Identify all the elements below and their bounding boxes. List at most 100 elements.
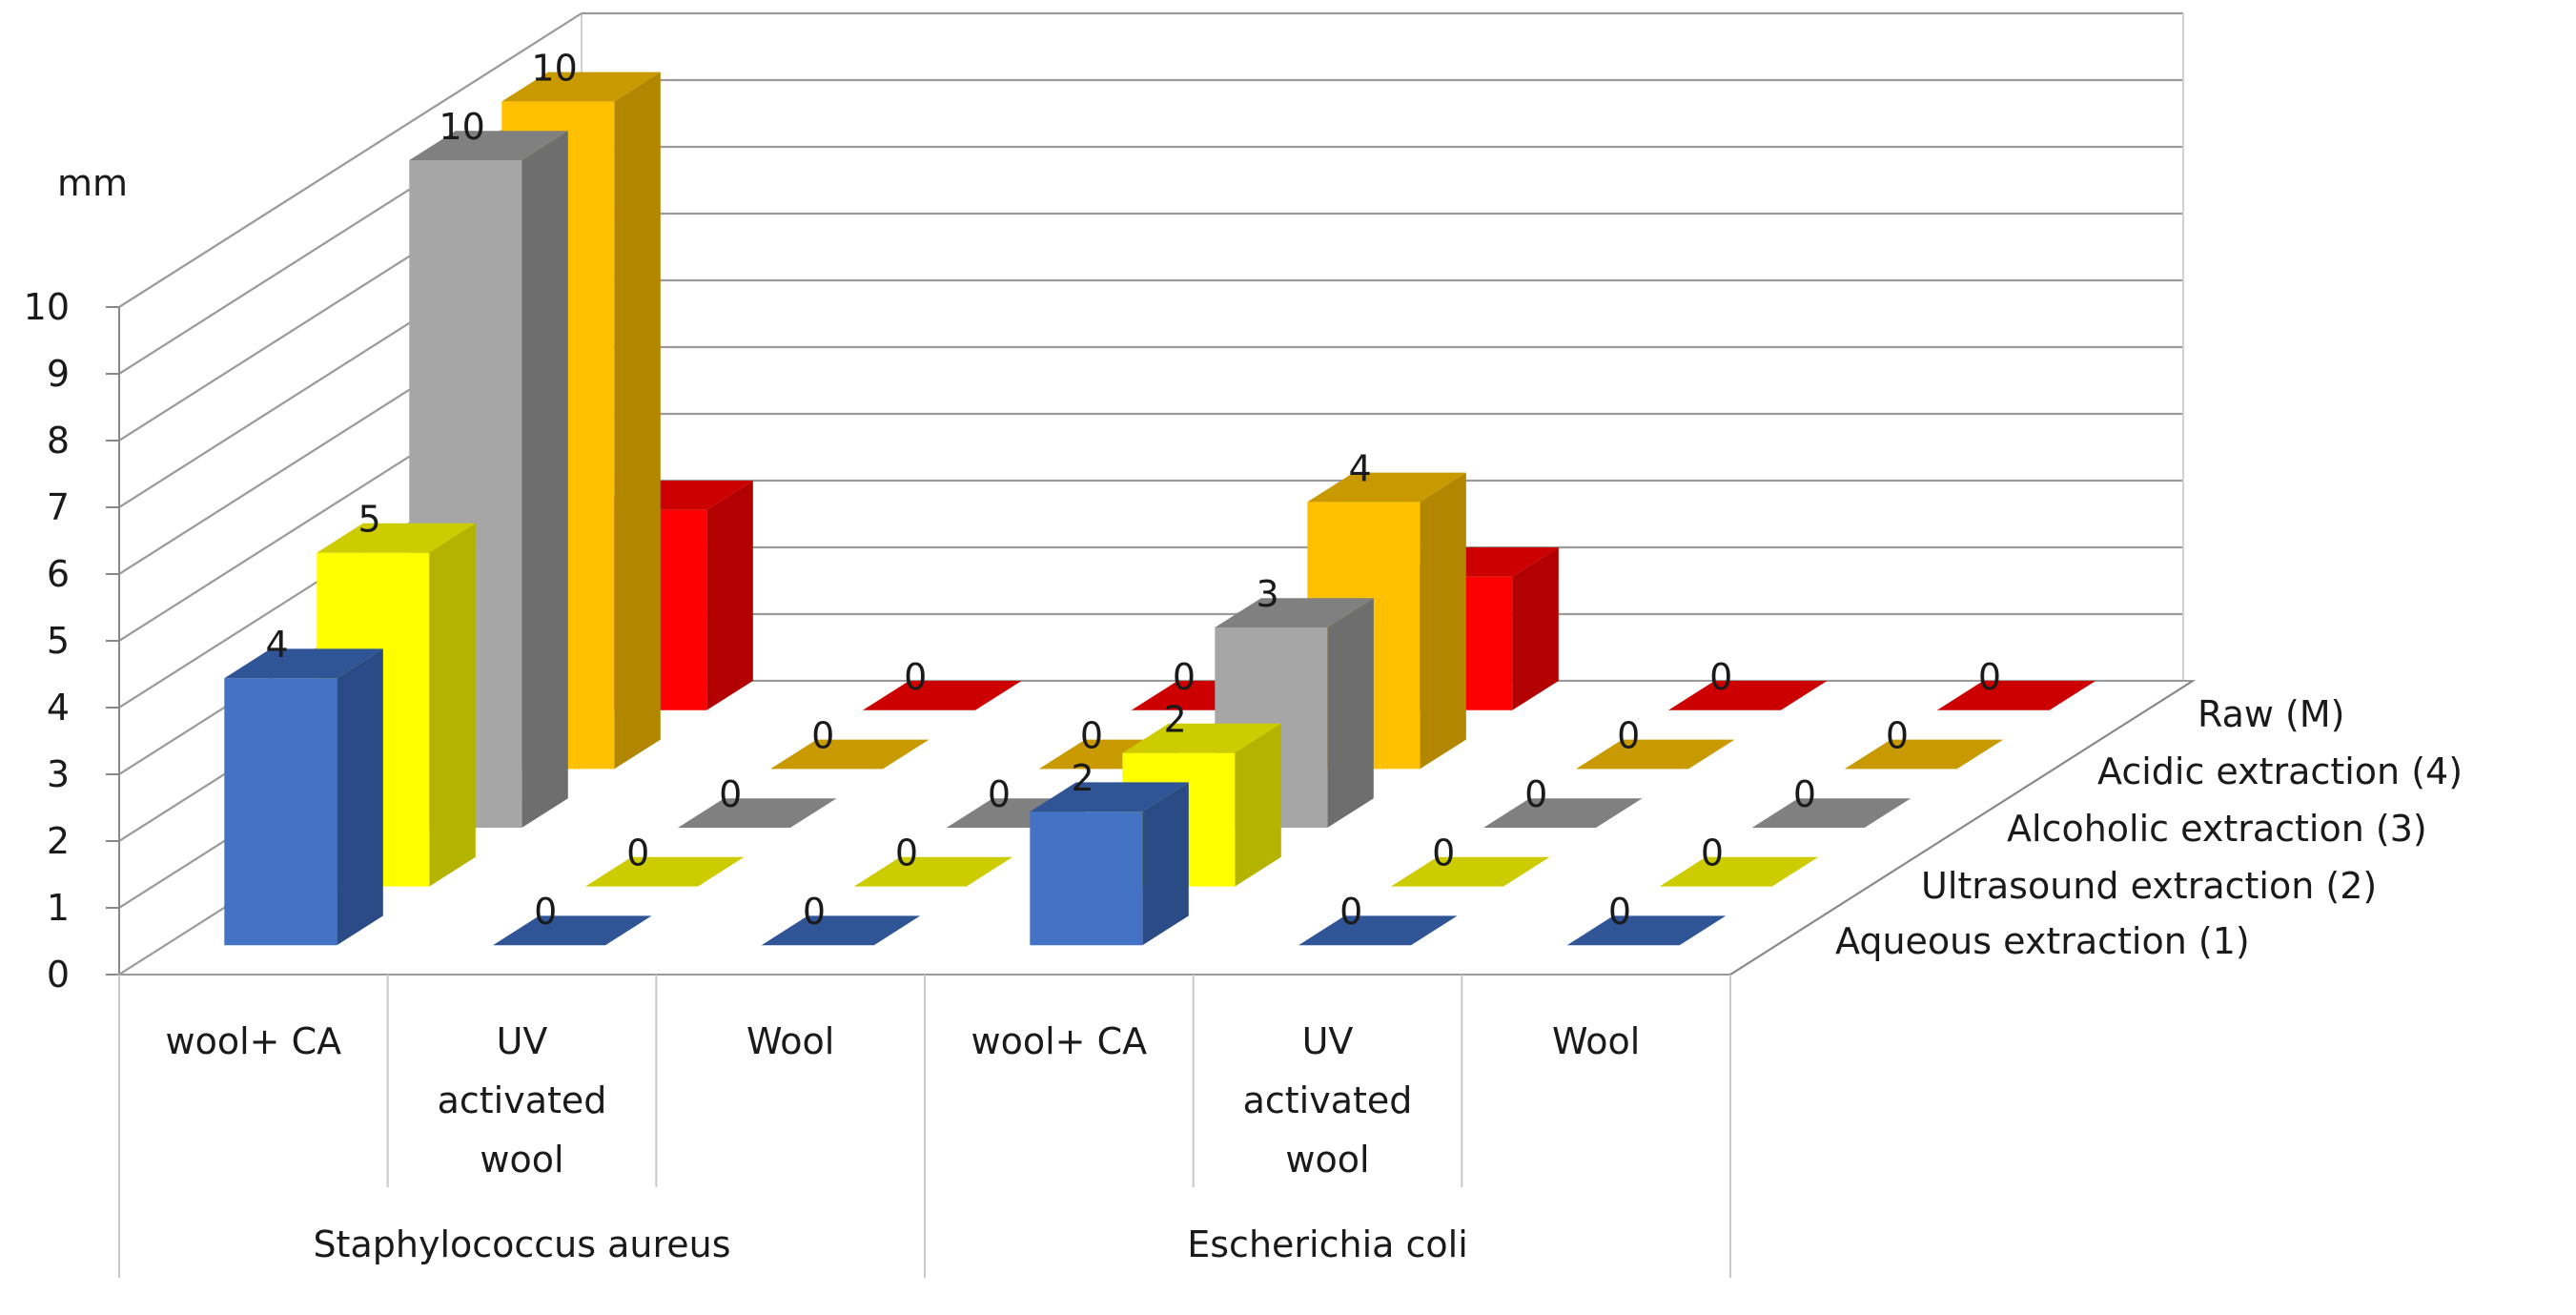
bar-top-face bbox=[317, 523, 476, 553]
y-tick-label: 1 bbox=[47, 887, 70, 929]
bar: 0 bbox=[770, 714, 930, 770]
bar-zero-face bbox=[493, 915, 652, 946]
bar-top-face bbox=[409, 131, 568, 160]
bar: 0 bbox=[1844, 714, 2004, 770]
bar-side-face bbox=[1420, 472, 1466, 770]
bar-side-face bbox=[614, 72, 661, 770]
series-axis: Aqueous extraction (1) Ultrasound extract… bbox=[1729, 680, 2463, 976]
bar-zero-face bbox=[1659, 856, 1819, 887]
y-tick-label: 8 bbox=[47, 420, 70, 462]
bar: 0 bbox=[1668, 656, 1828, 710]
bar-top-face bbox=[1030, 782, 1189, 812]
bar: 0 bbox=[493, 891, 652, 946]
bar: 0 bbox=[1298, 891, 1458, 946]
category-label: Wool bbox=[1552, 1020, 1640, 1062]
category-label: Wool bbox=[746, 1020, 834, 1062]
y-tick-label: 7 bbox=[47, 486, 70, 528]
category-label: wool bbox=[480, 1139, 563, 1181]
data-label: 0 bbox=[1793, 773, 1816, 815]
bar: 0 bbox=[1483, 773, 1643, 828]
y-tick-label: 9 bbox=[47, 353, 70, 395]
bar: 0 bbox=[1576, 714, 1735, 770]
data-label: 0 bbox=[1432, 832, 1455, 874]
data-label: 0 bbox=[988, 773, 1011, 815]
data-label: 0 bbox=[1608, 891, 1631, 933]
data-label: 0 bbox=[534, 891, 557, 933]
bar-side-face bbox=[429, 523, 476, 887]
data-label: 0 bbox=[803, 891, 826, 933]
bar-zero-face bbox=[1668, 681, 1828, 710]
bar: 0 bbox=[853, 832, 1013, 887]
y-axis-unit: mm bbox=[57, 162, 128, 204]
bar-zero-face bbox=[853, 856, 1013, 887]
bar-zero-face bbox=[585, 856, 745, 887]
data-label: 0 bbox=[1080, 714, 1103, 756]
series-label: Alcoholic extraction (3) bbox=[2007, 808, 2427, 850]
data-label: 4 bbox=[1348, 447, 1371, 489]
bar-side-face bbox=[1512, 547, 1559, 710]
data-label: 0 bbox=[1978, 656, 2001, 698]
bar-side-face bbox=[706, 481, 753, 710]
data-label: 0 bbox=[1617, 714, 1640, 756]
series-label: Ultrasound extraction (2) bbox=[1921, 865, 2377, 907]
data-label: 0 bbox=[719, 773, 742, 815]
bar: 0 bbox=[1659, 832, 1819, 887]
category-label: wool+ CA bbox=[166, 1020, 342, 1062]
category-label: UV bbox=[497, 1020, 548, 1062]
series-label: Acidic extraction (4) bbox=[2097, 750, 2463, 792]
data-label: 4 bbox=[265, 624, 288, 666]
bar-side-face bbox=[1142, 782, 1189, 946]
bar: 0 bbox=[1936, 656, 2096, 710]
bar-side-face bbox=[521, 131, 568, 828]
y-axis: 0 1 2 3 4 5 6 7 8 9 10 bbox=[24, 286, 120, 996]
data-label: 3 bbox=[1256, 573, 1278, 615]
group-label: Escherichia coli bbox=[1187, 1223, 1468, 1265]
y-tick-label: 2 bbox=[47, 820, 70, 862]
bar: 0 bbox=[761, 891, 921, 946]
gridline-side bbox=[118, 12, 583, 308]
data-label: 0 bbox=[626, 832, 649, 874]
bar-top-face bbox=[501, 72, 661, 102]
bar-front-face bbox=[224, 678, 337, 946]
bar: 0 bbox=[585, 832, 745, 887]
y-tick-label: 10 bbox=[24, 286, 70, 328]
bar-zero-face bbox=[1298, 915, 1458, 946]
data-label: 0 bbox=[1886, 714, 1909, 756]
data-label: 10 bbox=[439, 106, 484, 148]
bar: 5 bbox=[317, 499, 476, 887]
category-label: wool bbox=[1285, 1139, 1369, 1181]
category-label: wool+ CA bbox=[971, 1020, 1148, 1062]
bar-side-face bbox=[337, 648, 383, 946]
data-label: 0 bbox=[1709, 656, 1732, 698]
data-label: 2 bbox=[1163, 699, 1186, 741]
bar-zero-face bbox=[1751, 798, 1912, 828]
bar-top-face bbox=[224, 648, 383, 679]
bar-zero-face bbox=[761, 915, 921, 946]
bar: 0 bbox=[678, 773, 837, 828]
data-label: 5 bbox=[358, 499, 380, 541]
bar-top-face bbox=[1215, 598, 1374, 627]
series-label: Aqueous extraction (1) bbox=[1835, 920, 2250, 962]
bar: 2 bbox=[1030, 757, 1189, 946]
group-label: Staphylococcus aureus bbox=[313, 1223, 730, 1265]
data-label: 10 bbox=[531, 47, 577, 89]
bar-zero-face bbox=[1391, 856, 1550, 887]
data-label: 0 bbox=[1701, 832, 1724, 874]
y-tick-label: 3 bbox=[47, 753, 70, 795]
data-label: 0 bbox=[904, 656, 927, 698]
data-label: 0 bbox=[811, 714, 834, 756]
bar-top-face bbox=[1122, 723, 1281, 753]
data-label: 2 bbox=[1071, 757, 1094, 799]
bar-side-face bbox=[1327, 598, 1374, 828]
data-label: 0 bbox=[895, 832, 918, 874]
bar-zero-face bbox=[770, 739, 930, 770]
bar-front-face bbox=[1030, 812, 1143, 946]
bar-zero-face bbox=[678, 798, 837, 828]
bar: 0 bbox=[1566, 891, 1727, 946]
y-tick-label: 4 bbox=[47, 687, 70, 729]
series-axis-line bbox=[1729, 680, 2194, 976]
category-label: UV bbox=[1302, 1020, 1354, 1062]
category-axis: wool+ CA UV activated wool Wool wool+ CA UV act… bbox=[118, 975, 1731, 1278]
